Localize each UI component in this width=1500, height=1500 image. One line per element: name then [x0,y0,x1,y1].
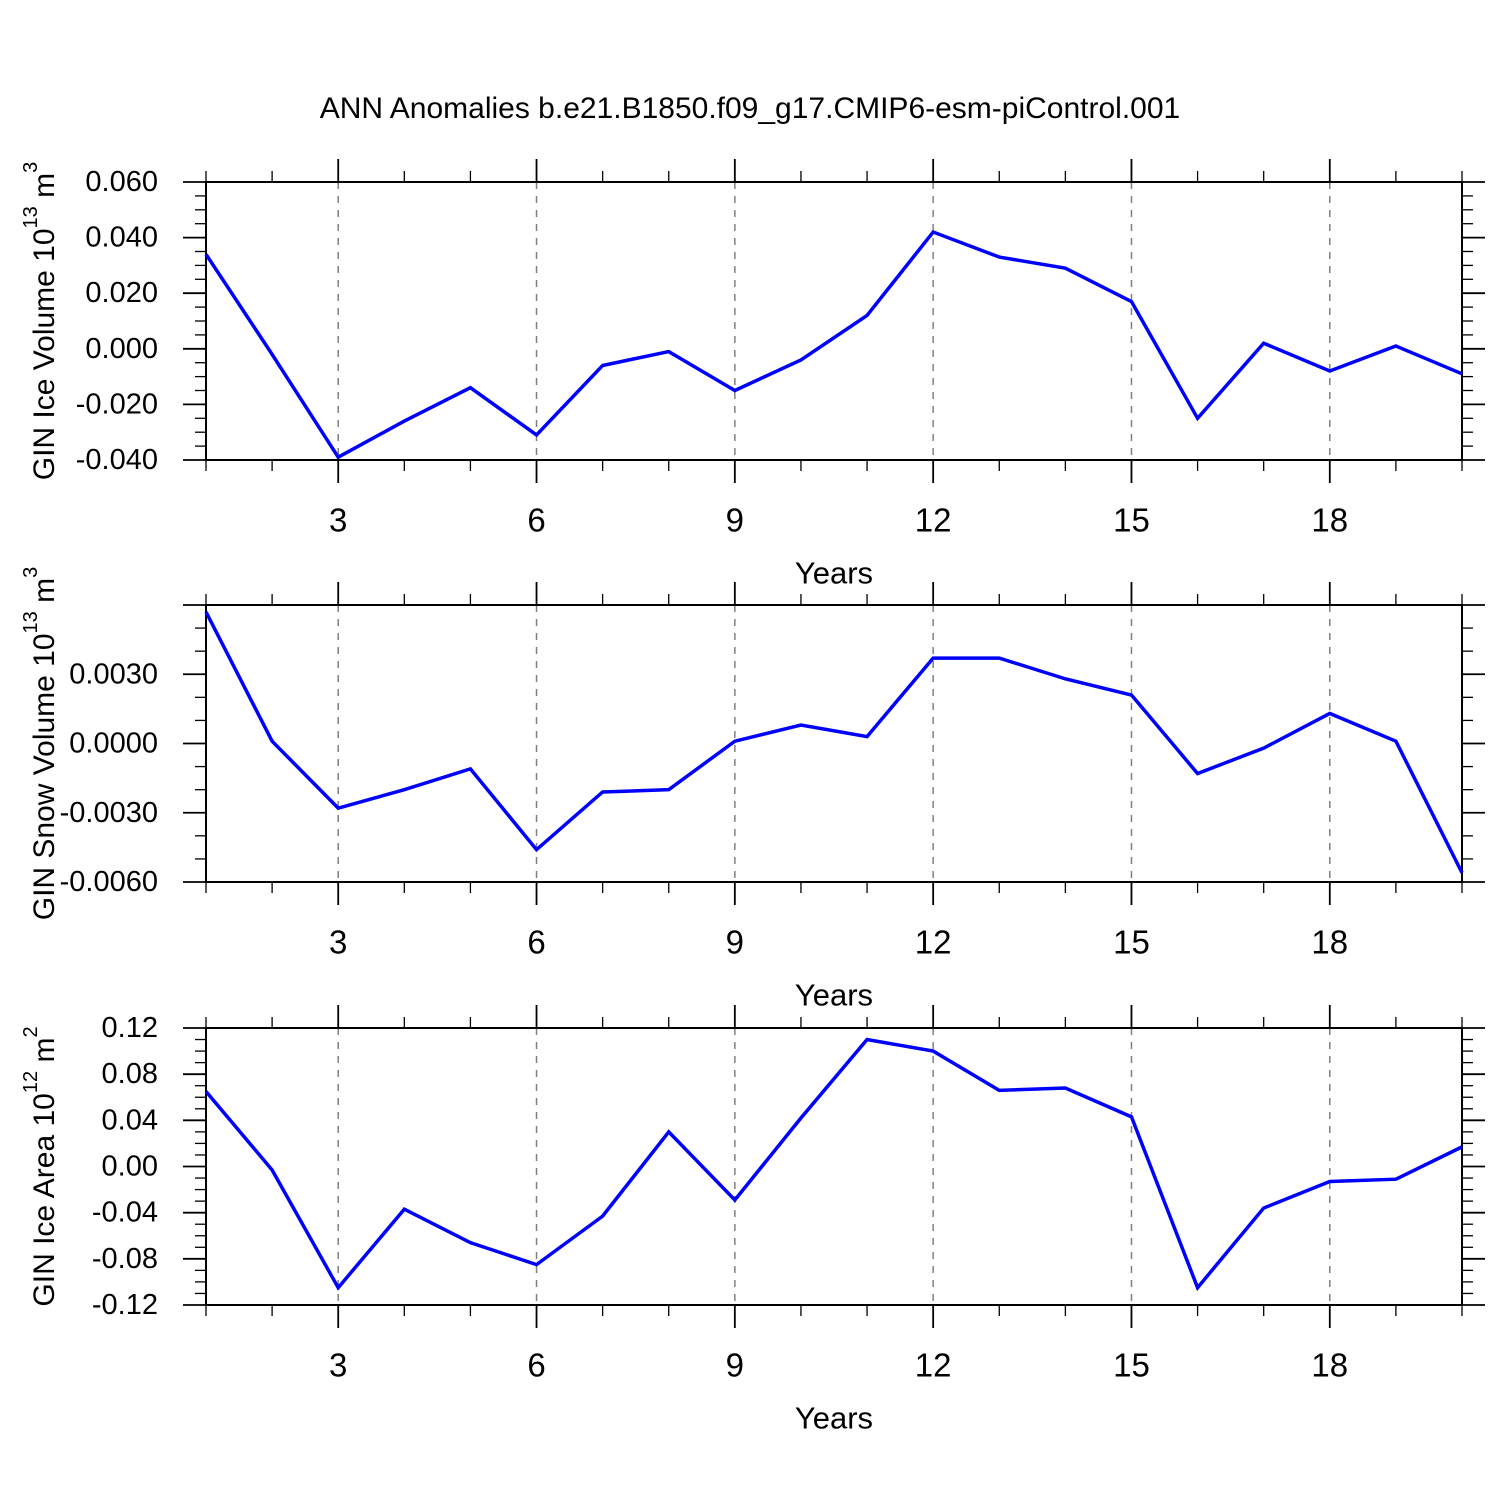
y-tick-label: 0.000 [85,333,158,365]
x-tick-label: 3 [329,924,347,961]
x-tick-label: 12 [915,502,952,539]
x-ticks [205,582,1463,905]
y-tick-label: 0.0000 [69,728,158,760]
x-axis-title: Years [795,556,873,591]
y-axis-title: GIN Ice Area 1012 m2 [20,1026,61,1306]
y-tick-label: 0.04 [102,1104,158,1136]
plot-frame [205,181,1463,461]
x-tick-label: 18 [1311,924,1348,961]
panel-gin-ice-volume: 0.060 0.040 0.020 0.000 -0.020 -0.040 3 6 9 12 15 1… [20,159,1485,591]
plot-frame [205,604,1463,883]
y-tick-label: 0.08 [102,1058,158,1090]
y-tick-label: -0.040 [76,444,158,476]
y-tick-label: 0.040 [85,222,158,254]
y-tick-label: -0.04 [92,1197,158,1229]
x-tick-label: 6 [527,502,545,539]
series-line-gin-snow-volume [204,611,1464,874]
y-ticks [183,604,1485,883]
y-tick-label: 0.020 [85,277,158,309]
x-ticks [205,1005,1463,1328]
x-tick-label: 6 [527,924,545,961]
y-tick-label: -0.020 [76,388,158,420]
x-tick-label: 9 [726,924,744,961]
y-ticks [183,181,1485,461]
chart-title: ANN Anomalies b.e21.B1850.f09_g17.CMIP6-… [319,92,1181,125]
y-tick-label: -0.08 [92,1243,158,1275]
x-axis-title: Years [795,978,873,1013]
series-line-gin-ice-area [204,1037,1463,1292]
y-ticks [183,1027,1485,1306]
y-tick-label: 0.12 [102,1012,158,1044]
x-tick-label: 3 [329,502,347,539]
x-tick-label: 9 [726,502,744,539]
y-axis-title: GIN Ice Volume 1013 m3 [20,162,61,481]
x-axis-title: Years [795,1401,873,1436]
series-line-gin-ice-volume [204,229,1463,460]
x-ticks [205,159,1463,483]
x-tick-label: 3 [329,1347,347,1384]
x-tick-label: 15 [1113,924,1150,961]
x-tick-label: 15 [1113,502,1150,539]
panel-gin-snow-volume: 0.0030 0.0000 -0.0030 -0.0060 3 6 9 12 15 18 Years… [20,567,1485,1013]
x-tick-label: 6 [527,1347,545,1384]
y-tick-label: 0.060 [85,166,158,198]
x-tick-label: 18 [1311,1347,1348,1384]
plot-frame [205,1027,1463,1306]
x-tick-label: 18 [1311,502,1348,539]
x-tick-label: 15 [1113,1347,1150,1384]
y-tick-label: 0.0030 [69,658,158,690]
y-tick-label: -0.0030 [60,797,158,829]
x-tick-label: 9 [726,1347,744,1384]
panel-gin-ice-area: 0.12 0.08 0.04 0.00 -0.04 -0.08 -0.12 3 6 9 12 15 18… [20,1005,1485,1436]
y-tick-label: -0.0060 [60,866,158,898]
y-tick-label: -0.12 [92,1289,158,1321]
x-tick-label: 12 [915,1347,952,1384]
y-axis-title: GIN Snow Volume 1013 m3 [20,567,61,921]
y-tick-label: 0.00 [102,1151,158,1183]
x-tick-label: 12 [915,924,952,961]
